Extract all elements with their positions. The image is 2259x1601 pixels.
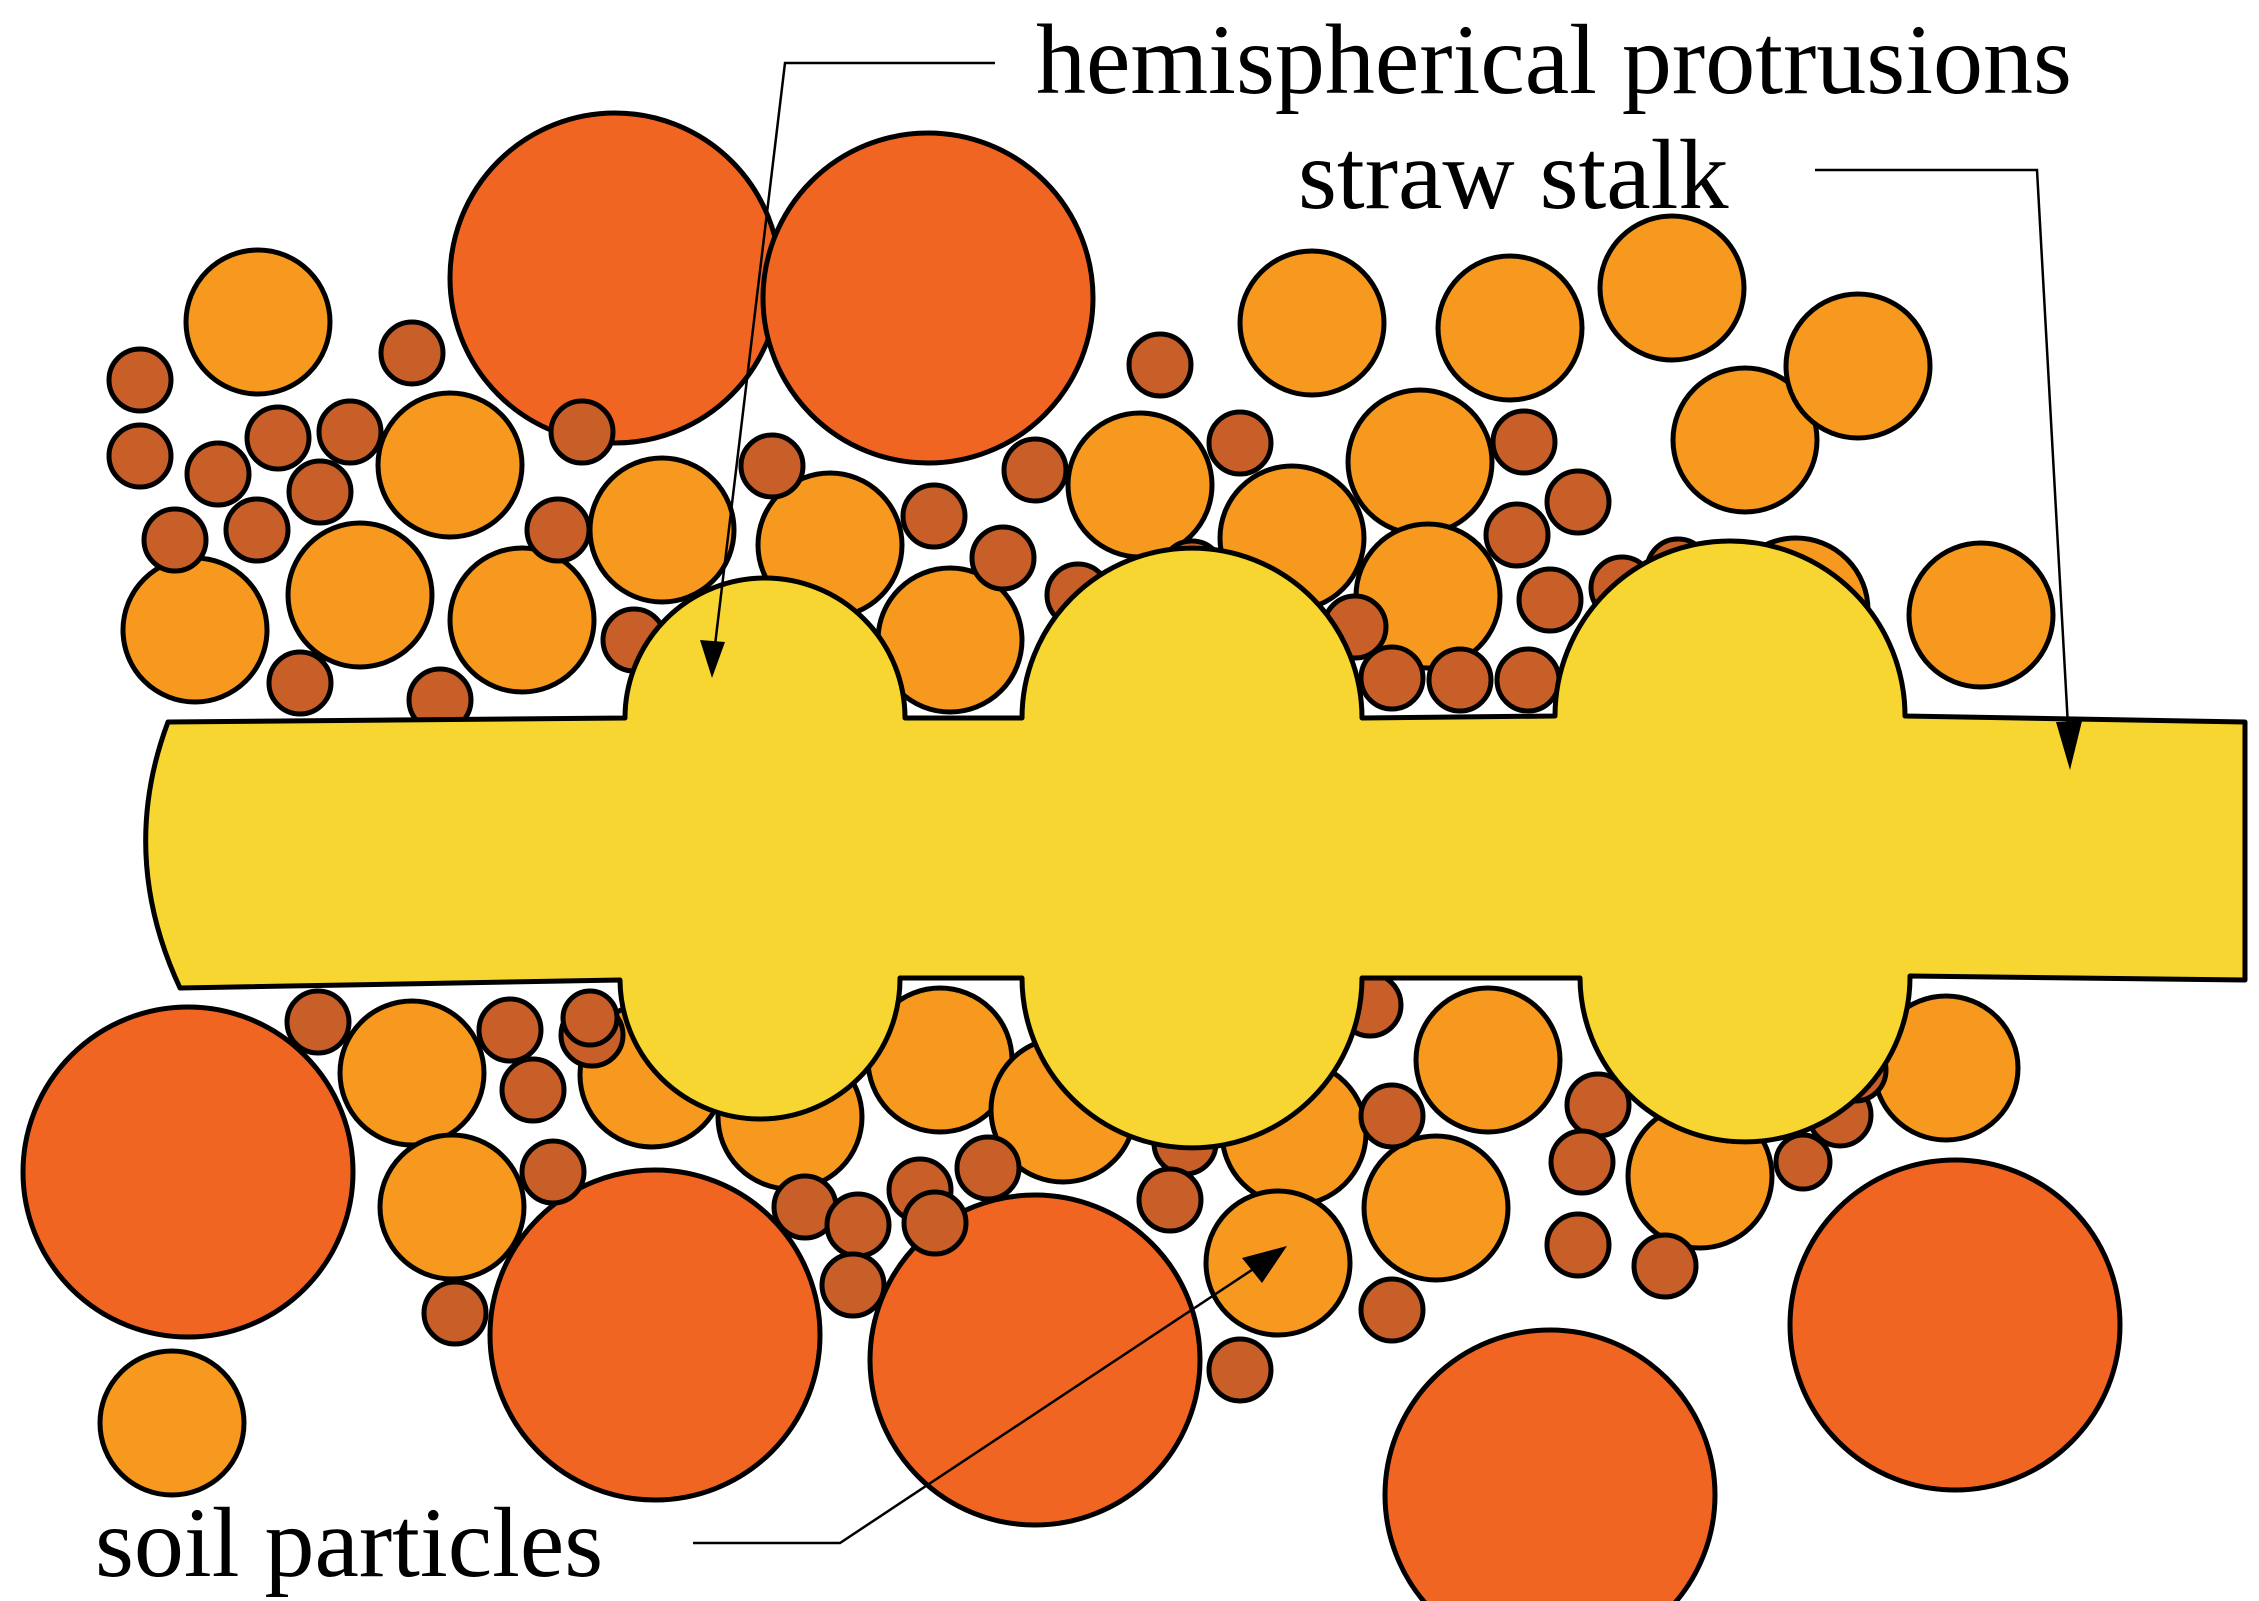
label-soil-particles: soil particles: [95, 1487, 603, 1598]
small-soil-particle-35: [499, 1056, 567, 1124]
small-soil-particle-25: [1426, 646, 1494, 714]
small-soil-particle-45: [1136, 1166, 1204, 1234]
small-soil-particle-17: [969, 524, 1037, 592]
medium-soil-particle-6: [587, 455, 737, 605]
small-soil-particle-20: [1126, 331, 1194, 399]
medium-soil-particle-3: [285, 520, 435, 670]
small-soil-particle-58: [421, 1279, 489, 1347]
small-soil-particle-13: [266, 649, 334, 717]
medium-soil-particle-19: [1237, 248, 1387, 398]
large-soil-particles: [20, 110, 2123, 1601]
stalk-leader-line: [1815, 168, 2072, 763]
small-soil-particle-33: [284, 988, 352, 1056]
small-soil-particle-37: [519, 1138, 587, 1206]
small-soil-particle-30: [1544, 468, 1612, 536]
small-soil-particle-48: [1358, 1082, 1426, 1150]
small-soil-particle-2: [106, 422, 174, 490]
small-soil-particle-55: [1358, 1276, 1426, 1344]
large-soil-particle-3: [20, 1004, 356, 1340]
small-soil-particle-7: [141, 506, 209, 574]
large-soil-particle-6: [1382, 1327, 1718, 1601]
small-soil-particle-57: [819, 1251, 887, 1319]
large-soil-particle-4: [487, 1167, 823, 1503]
medium-soil-particle-18: [1906, 540, 2056, 690]
small-soil-particle-8: [223, 496, 291, 564]
small-soil-particle-10: [548, 398, 616, 466]
small-soil-particle-42: [954, 1134, 1022, 1202]
large-soil-particle-1: [447, 110, 783, 446]
small-soil-particle-26: [1494, 646, 1562, 714]
medium-soil-particle-4: [120, 555, 270, 705]
small-soil-particle-50: [1548, 1128, 1616, 1196]
small-soil-particle-39: [824, 1191, 892, 1259]
soil-arrowhead: [1242, 1246, 1287, 1283]
small-soil-particle-15: [738, 432, 806, 500]
small-soil-particle-51: [1544, 1211, 1612, 1279]
small-soil-particle-5: [316, 398, 384, 466]
large-soil-particle-7: [1787, 1157, 2123, 1493]
small-soil-particle-41: [901, 1189, 969, 1257]
medium-soil-particle-29: [1361, 1133, 1511, 1283]
label-straw-stalk: straw stalk: [1298, 119, 1728, 230]
medium-soil-particle-14: [1670, 365, 1820, 515]
small-soil-particle-34: [476, 996, 544, 1064]
small-soil-particle-6: [286, 458, 354, 526]
small-soil-particle-4: [184, 440, 252, 508]
small-soil-particle-29: [1516, 566, 1584, 634]
medium-soil-particle-31: [1203, 1188, 1353, 1338]
small-soil-particle-1: [106, 346, 174, 414]
medium-soil-particle-27: [1413, 985, 1563, 1135]
small-soil-particle-56: [1206, 1336, 1274, 1404]
small-soil-particle-52: [1631, 1232, 1699, 1300]
medium-soil-particle-13: [1597, 213, 1747, 363]
medium-soil-particle-15: [1783, 291, 1933, 441]
small-soil-particle-11: [524, 496, 592, 564]
large-soil-particle-5: [867, 1192, 1203, 1528]
medium-soil-particle-20: [337, 998, 487, 1148]
straw-stalk: [143, 538, 2248, 1151]
small-soil-particle-16: [900, 482, 968, 550]
medium-soil-particle-1: [183, 247, 333, 397]
small-soil-particle-24: [1358, 644, 1426, 712]
small-soil-particle-3: [244, 404, 312, 472]
medium-soil-particle-5: [447, 545, 597, 695]
protrusions-arrowhead: [700, 640, 725, 678]
small-soil-particle-60: [1773, 1132, 1833, 1192]
medium-soil-particle-32: [97, 1348, 247, 1498]
medium-soil-particle-9: [1065, 410, 1215, 560]
small-soil-particle-22: [1206, 409, 1274, 477]
small-soil-particle-59: [560, 988, 620, 1048]
soil-leader-line: [693, 1248, 1283, 1545]
protrusions-leader-line: [710, 61, 995, 671]
medium-soil-particle-21: [377, 1132, 527, 1282]
stalk-arrowhead: [2056, 721, 2082, 770]
large-soil-particle-2: [760, 130, 1096, 466]
label-hemispherical-protrusions: hemispherical protrusions: [1036, 4, 2072, 115]
small-soil-particle-27: [1490, 408, 1558, 476]
small-soil-particle-9: [378, 319, 446, 387]
medium-soil-particle-11: [1345, 387, 1495, 537]
medium-soil-particle-2: [375, 390, 525, 540]
small-soil-particle-18: [1001, 436, 1069, 504]
medium-soil-particle-12: [1435, 253, 1585, 403]
small-soil-particle-28: [1483, 501, 1551, 569]
